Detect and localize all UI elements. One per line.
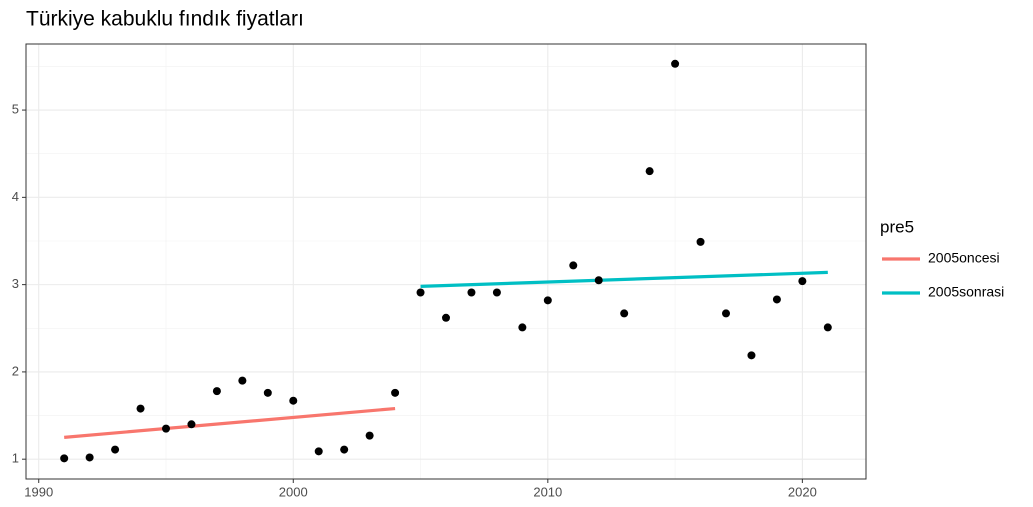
point <box>85 453 94 462</box>
panel-border <box>25 43 867 480</box>
point <box>645 167 654 176</box>
point <box>111 445 120 454</box>
point <box>671 59 680 68</box>
point <box>798 277 807 286</box>
chart-title: Türkiye kabuklu fındık fiyatları <box>26 8 304 31</box>
legend-title: pre5 <box>880 217 914 236</box>
point <box>289 396 298 405</box>
point <box>696 237 705 246</box>
point <box>594 276 603 285</box>
point <box>340 445 349 454</box>
x-tick-label: 2010 <box>533 484 562 499</box>
point <box>467 288 476 297</box>
point <box>747 351 756 360</box>
y-tick-label: 2 <box>12 363 19 378</box>
point <box>569 261 578 270</box>
fit-line <box>420 270 828 288</box>
point <box>365 431 374 440</box>
y-tick-label: 1 <box>12 451 19 466</box>
point <box>772 295 781 304</box>
point <box>60 454 69 463</box>
y-tick-label: 5 <box>12 102 19 117</box>
point <box>263 388 272 397</box>
point <box>823 323 832 332</box>
point <box>162 424 170 433</box>
x-tick-label: 2020 <box>788 484 817 499</box>
point <box>136 404 145 413</box>
point <box>212 387 221 396</box>
point <box>543 296 552 305</box>
point <box>391 388 400 397</box>
point <box>492 288 501 297</box>
x-tick-label: 2000 <box>279 484 308 499</box>
point <box>187 420 196 429</box>
point <box>620 309 629 318</box>
point <box>314 447 323 456</box>
point <box>442 313 450 322</box>
grid <box>26 44 866 479</box>
point <box>518 323 527 332</box>
legend-label: 2005sonrasi <box>928 284 1004 300</box>
marks <box>60 59 832 463</box>
point <box>238 376 247 385</box>
point <box>722 309 730 318</box>
y-tick-label: 4 <box>12 189 19 204</box>
legend-label: 2005oncesi <box>928 250 1000 266</box>
fit-line <box>64 406 396 439</box>
point <box>416 288 425 297</box>
x-tick-label: 1990 <box>24 484 53 499</box>
y-tick-label: 3 <box>12 276 19 291</box>
